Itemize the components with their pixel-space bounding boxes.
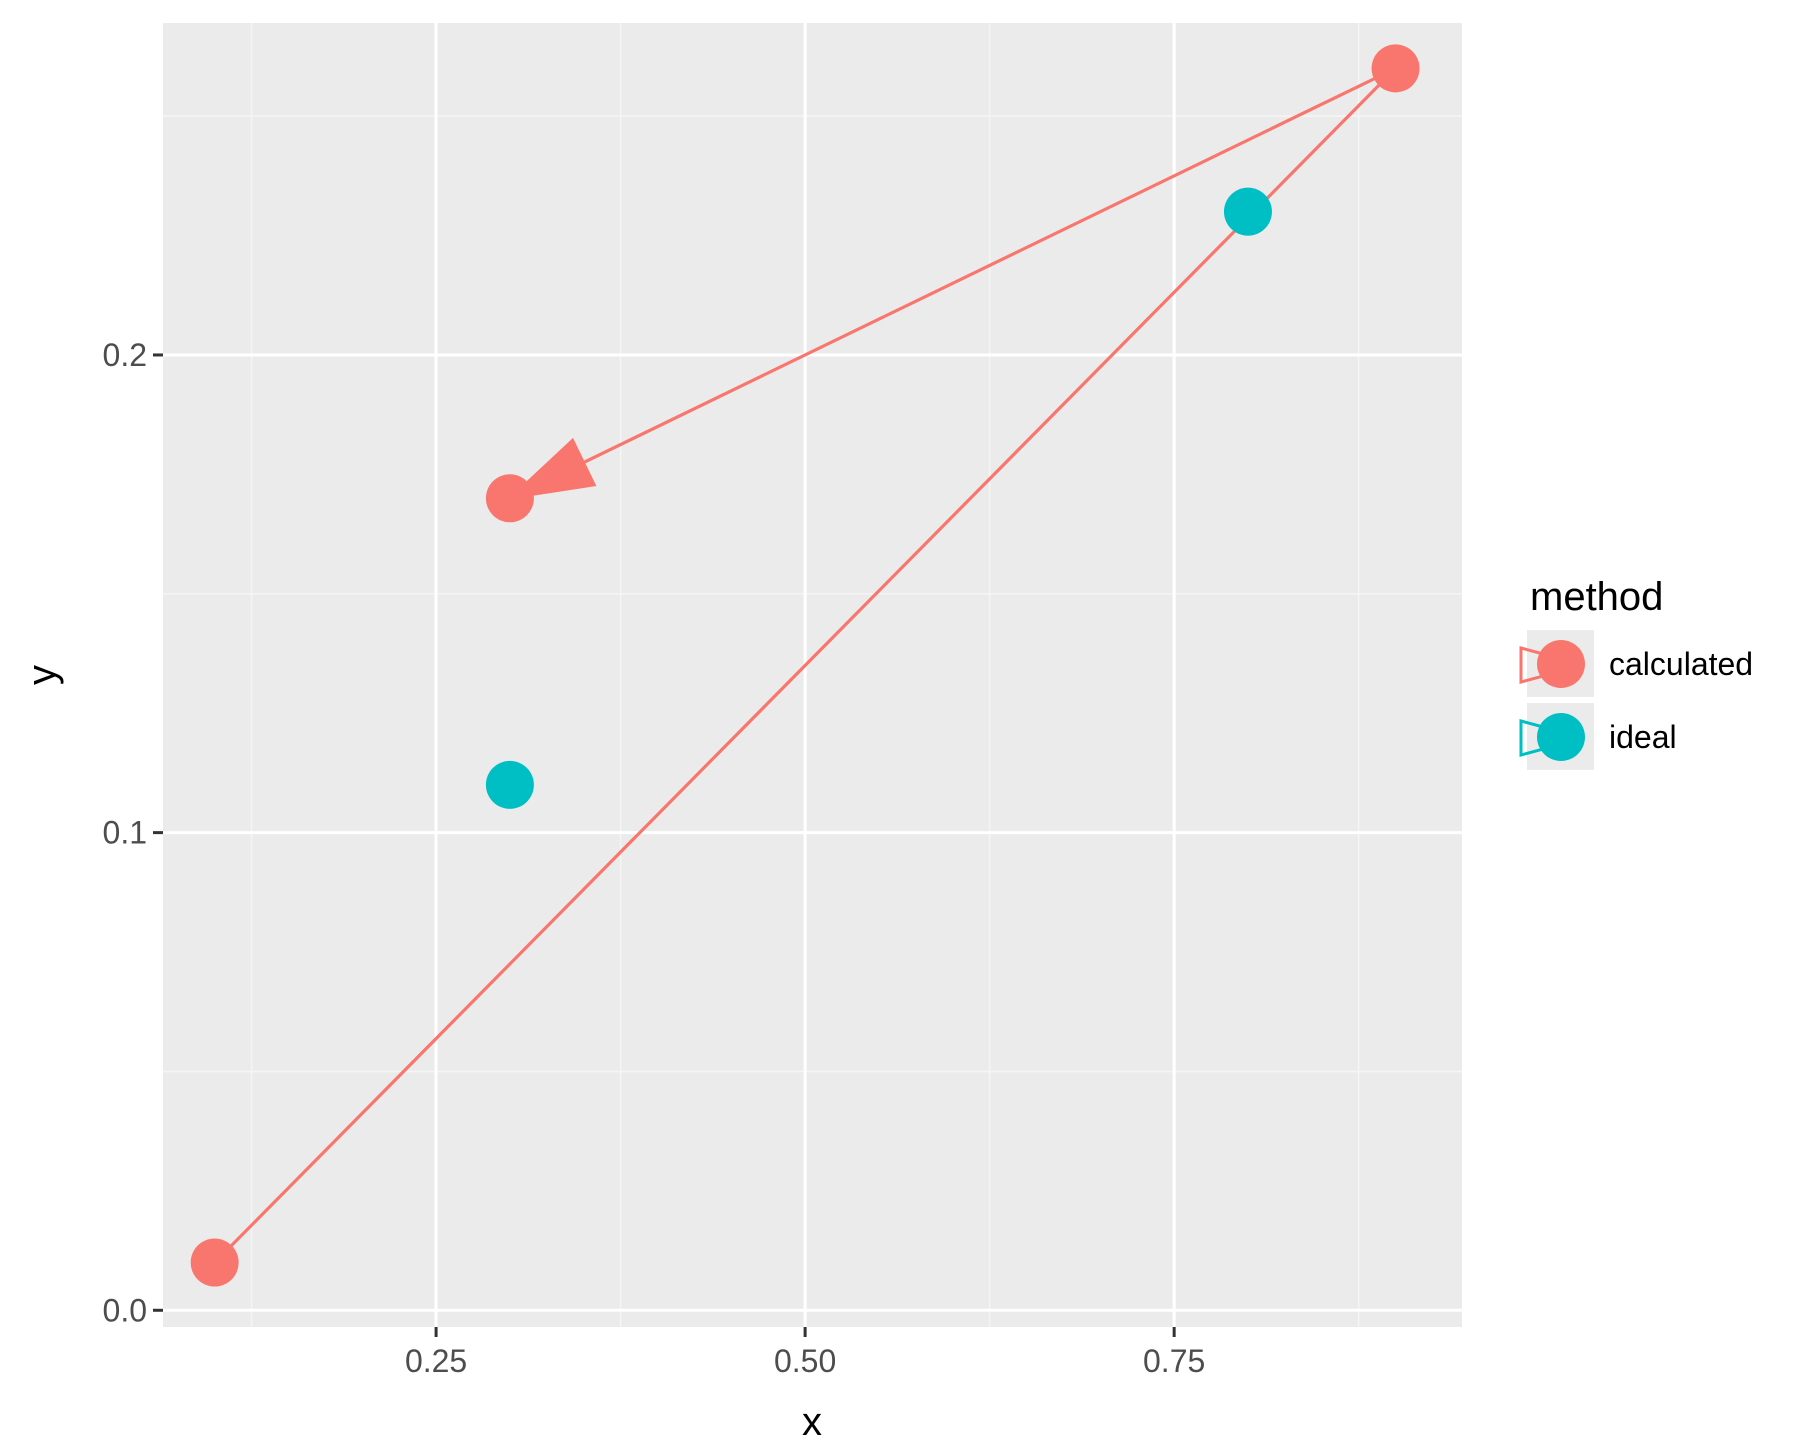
- legend-point-glyph: [1537, 640, 1585, 688]
- grid-major: [163, 23, 1462, 1327]
- x-tick-label: 0.50: [774, 1343, 836, 1379]
- x-tick-label: 0.25: [405, 1343, 467, 1379]
- x-tick-label: 0.75: [1143, 1343, 1205, 1379]
- series-points: [190, 44, 1420, 1287]
- plot-panel: [163, 23, 1462, 1327]
- y-tick-label: 0.2: [103, 337, 147, 373]
- legend-label-ideal: ideal: [1609, 719, 1677, 755]
- y-tick-label: 0.1: [103, 815, 147, 851]
- grid-minor: [163, 23, 1462, 1327]
- legend: calculated ideal: [1519, 630, 1753, 770]
- data-point-calculated: [485, 474, 534, 523]
- legend-point-glyph: [1537, 713, 1585, 761]
- data-point-ideal: [1223, 187, 1272, 236]
- y-axis-title: y: [20, 665, 64, 685]
- y-axis: 0.0 0.1 0.2: [103, 337, 163, 1328]
- data-point-calculated: [190, 1238, 239, 1287]
- data-point-calculated: [1371, 44, 1420, 93]
- arrow-head: [506, 437, 597, 500]
- x-axis-title: x: [802, 1400, 822, 1440]
- y-tick-label: 0.0: [103, 1292, 147, 1328]
- legend-label-calculated: calculated: [1609, 646, 1753, 682]
- x-axis: 0.25 0.50 0.75: [405, 1327, 1205, 1379]
- legend-title: method: [1530, 575, 1663, 619]
- data-point-ideal: [485, 760, 534, 809]
